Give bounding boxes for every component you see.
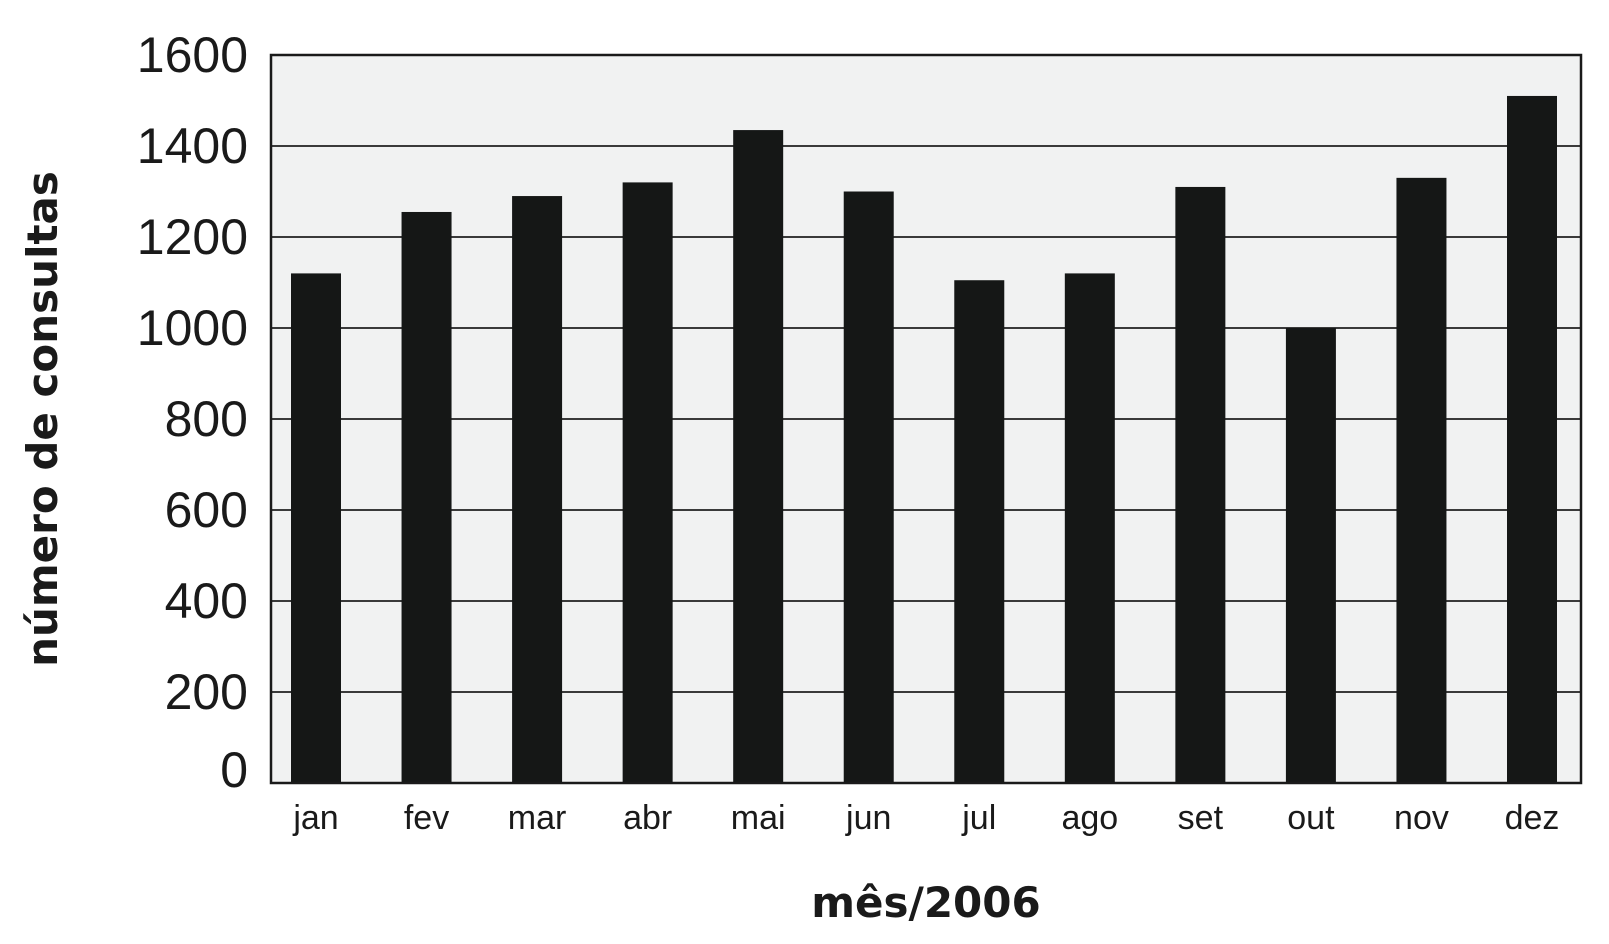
y-tick-label-800: 800 xyxy=(165,391,248,447)
x-tick-labels: jan fev mar abr mai jun jul ago set out nov dez xyxy=(292,799,1559,837)
x-tick-label-fev: fev xyxy=(404,799,449,837)
bar-nov xyxy=(1396,177,1447,784)
bar-mai xyxy=(733,130,784,783)
y-tick-label-400: 400 xyxy=(165,573,248,629)
x-tick-label-jul: jul xyxy=(961,799,996,837)
y-tick-label-1600: 1600 xyxy=(137,27,248,83)
x-tick-label-set: set xyxy=(1178,799,1224,837)
x-tick-label-ago: ago xyxy=(1061,799,1118,837)
y-tick-label-0: 0 xyxy=(220,742,248,798)
bar-abr xyxy=(622,182,673,783)
x-tick-label-jan: jan xyxy=(292,799,338,837)
bar-out xyxy=(1285,328,1336,783)
x-tick-label-jun: jun xyxy=(845,799,891,837)
x-axis-label: mês/2006 xyxy=(811,878,1040,927)
y-tick-label-600: 600 xyxy=(165,482,248,538)
x-tick-label-out: out xyxy=(1287,799,1335,837)
y-tick-label-1000: 1000 xyxy=(137,300,248,356)
plot-frame xyxy=(269,53,1583,785)
bars xyxy=(291,95,1557,784)
x-tick-label-dez: dez xyxy=(1505,799,1560,837)
bar-dez xyxy=(1507,95,1557,783)
x-tick-label-mai: mai xyxy=(731,799,786,837)
x-tick-label-abr: abr xyxy=(623,799,672,837)
y-tick-label-200: 200 xyxy=(165,664,248,720)
bar-mar xyxy=(512,196,563,784)
y-tick-label-1200: 1200 xyxy=(137,209,248,265)
x-tick-label-mar: mar xyxy=(508,799,567,837)
x-tick-label-nov: nov xyxy=(1394,799,1449,837)
gridlines xyxy=(271,145,1581,693)
y-tick-labels: 0 200 400 600 800 1000 1200 1400 1600 xyxy=(137,27,248,798)
bar-set xyxy=(1175,186,1226,783)
bar-jan xyxy=(291,273,341,783)
y-axis-label: número de consultas xyxy=(18,171,67,667)
bar-ago xyxy=(1064,273,1115,783)
bar-jun xyxy=(843,191,894,783)
bar-fev xyxy=(401,211,452,784)
y-tick-label-1400: 1400 xyxy=(137,118,248,174)
bar-jul xyxy=(954,280,1005,783)
